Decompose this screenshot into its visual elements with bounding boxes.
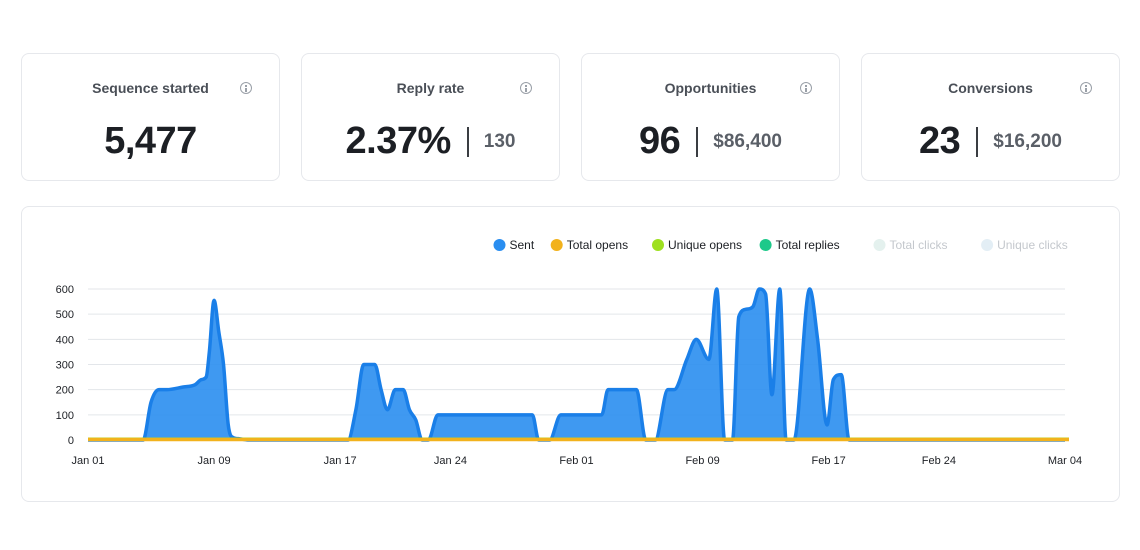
- card-title: Opportunities: [664, 80, 757, 96]
- card-secondary-value: $86,400: [713, 130, 782, 152]
- value-divider: [976, 126, 979, 157]
- y-tick-label: 600: [56, 284, 74, 296]
- legend-marker: [550, 239, 563, 251]
- y-tick-label: 0: [68, 435, 74, 447]
- info-icon[interactable]: [800, 82, 812, 94]
- x-tick-label: Feb 17: [812, 455, 846, 467]
- card-title: Sequence started: [92, 80, 209, 96]
- x-tick-label: Jan 09: [198, 455, 231, 467]
- y-tick-label: 300: [56, 360, 74, 372]
- value-divider: [466, 126, 469, 157]
- card-value-row: 2.37% 130: [302, 120, 559, 163]
- card-value: 23: [919, 120, 961, 162]
- x-tick-label: Feb 01: [559, 455, 593, 467]
- legend-marker: [652, 239, 664, 251]
- activity-chart: 0 100 200 300 400 500 600 Jan 01 Jan 09 Jan 17 Jan…: [56, 238, 1082, 467]
- card-secondary-value: 130: [483, 130, 516, 152]
- card-title: Reply rate: [396, 80, 465, 96]
- x-tick-label: Mar 04: [1048, 455, 1082, 467]
- activity-chart-panel: 0 100 200 300 400 500 600 Jan 01 Jan 09 Jan 17 Jan…: [21, 206, 1120, 502]
- x-tick-label: Feb 24: [922, 455, 956, 467]
- legend-marker: [493, 239, 506, 251]
- legend-marker: [981, 239, 994, 251]
- metric-card-sequence-started: Sequence started 5,477: [21, 53, 280, 181]
- x-tick-label: Jan 24: [434, 455, 467, 467]
- card-value: 96: [639, 120, 681, 162]
- metric-card-opportunities: Opportunities 96 $86,400: [581, 53, 840, 181]
- info-icon[interactable]: [520, 82, 532, 94]
- metric-card-conversions: Conversions 23 $16,200: [861, 53, 1120, 181]
- value-divider: [696, 126, 699, 157]
- card-value-row: 23 $16,200: [862, 120, 1119, 163]
- metric-card-reply-rate: Reply rate 2.37% 130: [301, 53, 560, 181]
- y-tick-label: 400: [56, 334, 74, 346]
- legend-item[interactable]: Unique opens: [668, 238, 742, 252]
- card-secondary-value: $16,200: [993, 130, 1062, 152]
- x-tick-label: Feb 09: [685, 455, 719, 467]
- y-tick-label: 500: [56, 309, 74, 321]
- card-value: 5,477: [104, 120, 197, 162]
- card-value-row: 5,477: [22, 120, 279, 163]
- legend-item[interactable]: Sent: [510, 238, 535, 252]
- legend-marker: [873, 239, 886, 251]
- info-icon[interactable]: [240, 82, 252, 94]
- info-icon[interactable]: [1080, 82, 1092, 94]
- legend-item[interactable]: Unique clicks: [997, 238, 1068, 252]
- sent-area: [88, 289, 1065, 440]
- card-value-row: 96 $86,400: [582, 120, 839, 163]
- x-tick-label: Jan 17: [324, 455, 357, 467]
- legend-item[interactable]: Total replies: [776, 238, 840, 252]
- x-tick-label: Jan 01: [71, 455, 104, 467]
- legend-item[interactable]: Total clicks: [890, 238, 948, 252]
- y-tick-label: 200: [56, 385, 74, 397]
- card-title: Conversions: [948, 80, 1033, 96]
- card-value: 2.37%: [345, 120, 452, 162]
- legend-marker: [759, 239, 772, 251]
- y-tick-label: 100: [56, 410, 74, 422]
- legend-item[interactable]: Total opens: [567, 238, 628, 252]
